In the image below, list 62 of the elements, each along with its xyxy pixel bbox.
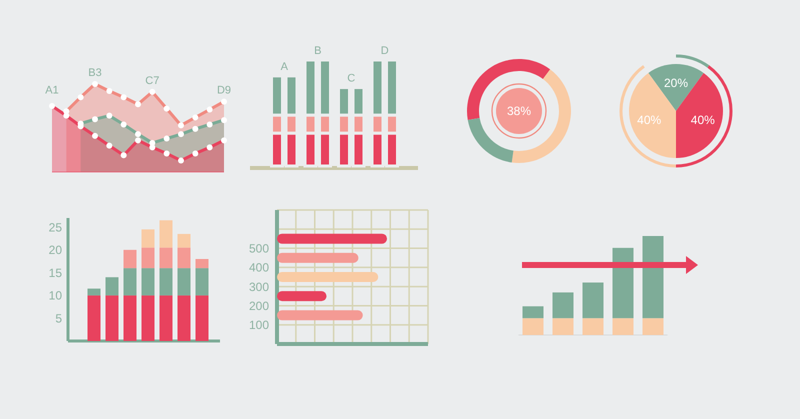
bar [160, 268, 172, 296]
text: B3 [88, 67, 102, 79]
y-tick-label: 500 [248, 241, 270, 256]
annotation: D9 [216, 84, 232, 97]
bar [88, 288, 100, 296]
text: B [314, 45, 322, 57]
y-tick-label: 10 [48, 288, 62, 303]
bar [142, 268, 154, 296]
bar [277, 291, 326, 302]
bar [612, 318, 634, 335]
bar [196, 259, 208, 268]
bar [582, 282, 604, 318]
bar [277, 252, 358, 263]
y-tick-label: 15 [48, 266, 62, 280]
bar [124, 268, 136, 296]
bar [642, 236, 664, 318]
data-label: 40% [637, 112, 662, 127]
bar [277, 272, 378, 282]
text: 38% [506, 104, 532, 118]
bar [160, 220, 172, 248]
text: D [380, 45, 389, 57]
bar [196, 295, 208, 341]
annotation: C [347, 72, 356, 85]
bar [88, 295, 100, 341]
bar [642, 318, 664, 335]
bar [106, 295, 118, 341]
bar [142, 295, 154, 341]
bar [142, 229, 154, 248]
bar [552, 292, 574, 318]
y-tick-label: 200 [248, 298, 270, 313]
y-tick-label: 5 [55, 311, 62, 326]
bar [160, 248, 172, 268]
bar [178, 295, 190, 341]
bar [612, 248, 634, 318]
bar [178, 248, 190, 268]
y-tick-label: 300 [248, 280, 270, 294]
pie-slice [648, 64, 704, 111]
y-tick-label: 400 [248, 260, 270, 275]
donut-slice [468, 118, 514, 162]
bar [552, 318, 574, 335]
donut-slice [467, 59, 550, 120]
bar [277, 310, 363, 320]
bar [178, 234, 190, 248]
y-tick-label: 20 [48, 243, 62, 258]
annotation: A1 [45, 84, 59, 97]
bar [522, 318, 544, 335]
annotation: C7 [145, 74, 160, 87]
annotation: A [280, 60, 289, 73]
bar [582, 318, 604, 335]
bar [160, 295, 172, 341]
bar [196, 268, 208, 296]
bar [106, 277, 118, 296]
y-tick-label: 25 [48, 220, 62, 234]
data-label: 40% [690, 112, 716, 127]
bar [522, 306, 544, 318]
y-tick-label: 100 [248, 318, 270, 332]
bar [124, 250, 136, 268]
data-label: 20% [664, 76, 688, 90]
bar [142, 248, 154, 268]
bar [124, 295, 136, 341]
bar [277, 234, 387, 244]
bar [178, 268, 190, 296]
